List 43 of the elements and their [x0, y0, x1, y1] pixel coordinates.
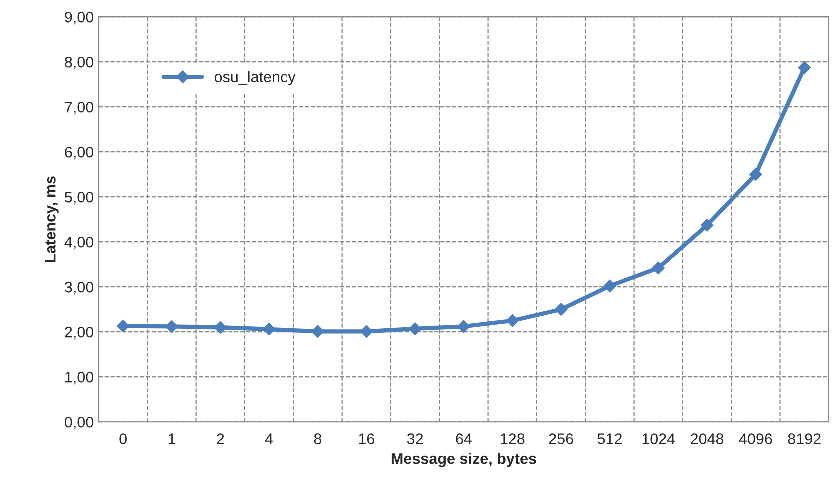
- y-tick-label: 0,00: [65, 416, 94, 430]
- point: [798, 62, 812, 74]
- x-tick-label: 4096: [739, 434, 772, 444]
- y-tick-label: 9,00: [65, 12, 94, 25]
- y-tick-label: 6,00: [65, 146, 94, 160]
- point: [262, 323, 276, 336]
- point: [506, 314, 520, 328]
- x-tick-label: 512: [598, 434, 622, 444]
- point: [652, 262, 666, 275]
- point: [408, 322, 422, 336]
- x-tick-label: 16: [359, 434, 374, 444]
- point: [604, 280, 616, 293]
- x-tick-label: 64: [456, 434, 472, 444]
- point: [312, 325, 324, 338]
- point: [750, 168, 762, 182]
- x-tick-label: 128: [501, 434, 525, 444]
- y-tick-label: 8,00: [65, 56, 94, 70]
- x-tick-label: 1024: [642, 434, 676, 444]
- point: [554, 303, 568, 316]
- x-tick-label: 32: [407, 434, 424, 444]
- point: [214, 321, 228, 334]
- y-tick-label: 7,00: [65, 102, 94, 115]
- y-tick-label: 3,00: [64, 282, 94, 295]
- x-tick-label: 2: [217, 434, 224, 444]
- point: [166, 320, 178, 334]
- x-tick-label: 256: [549, 434, 574, 444]
- x-axis-title: Message size, bytes: [392, 453, 536, 468]
- x-tick-label: 8: [314, 434, 322, 444]
- x-tick-label: 2048: [691, 434, 724, 444]
- point: [700, 219, 714, 232]
- x-tick-label: 0: [120, 434, 127, 444]
- point: [116, 320, 130, 333]
- legend-label: osu_latency: [214, 71, 296, 86]
- point: [360, 325, 374, 338]
- x-tick-label: 1: [168, 434, 176, 444]
- x-tick-label: 8192: [788, 434, 821, 444]
- y-tick-label: 4,00: [64, 236, 94, 250]
- y-tick-label: 2,00: [65, 326, 94, 340]
- point: [458, 320, 470, 334]
- y-tick-label: 1,00: [66, 372, 94, 385]
- x-tick-label: 4: [265, 434, 274, 444]
- y-axis-title: Latency, ms: [45, 176, 59, 262]
- y-tick-label: 5,00: [65, 192, 94, 205]
